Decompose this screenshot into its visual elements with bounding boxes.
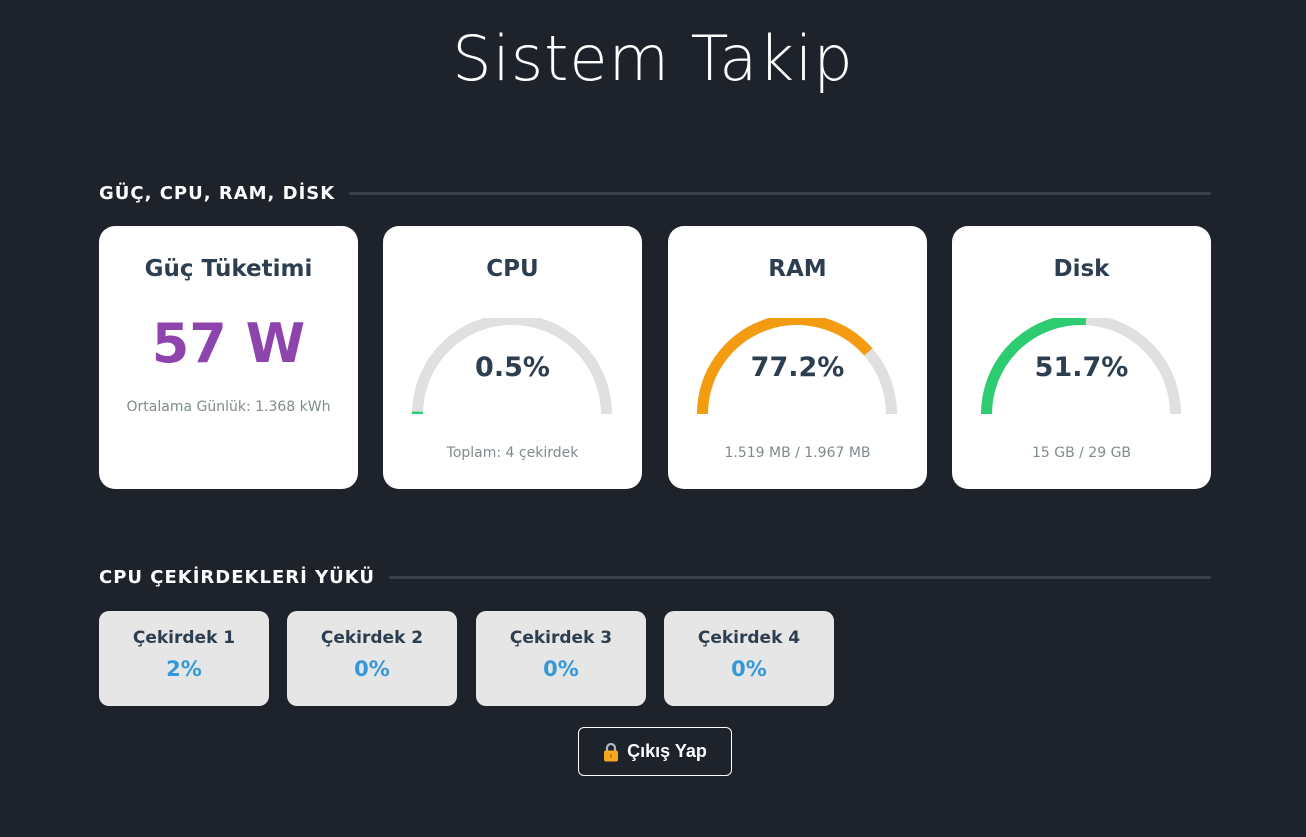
core-name: Çekirdek 1	[132, 628, 236, 648]
cpu-core-total: Toplam: 4 çekirdek	[446, 445, 579, 461]
disk-percent: 51.7%	[1034, 352, 1129, 383]
disk-card: Disk 51.7% 15 GB / 29 GB	[952, 226, 1211, 489]
core-card: Çekirdek 3 0%	[476, 611, 646, 706]
core-load: 0%	[731, 657, 767, 681]
core-name: Çekirdek 4	[697, 628, 801, 648]
page-title: Sistem Takip	[452, 22, 854, 95]
core-card: Çekirdek 1 2%	[99, 611, 269, 706]
core-name: Çekirdek 2	[320, 628, 424, 648]
section-header-cores: CPU ÇEKİRDEKLERİ YÜKÜ	[99, 565, 1211, 589]
power-card-title: Güç Tüketimi	[144, 256, 313, 282]
ram-percent: 77.2%	[750, 352, 845, 383]
cpu-gauge	[412, 318, 612, 415]
ram-usage: 1.519 MB / 1.967 MB	[724, 445, 871, 461]
section-divider	[349, 191, 1211, 195]
gauge-fill	[697, 318, 873, 415]
power-daily-average: Ortalama Günlük: 1.368 kWh	[126, 399, 331, 415]
core-load: 0%	[354, 657, 390, 681]
gauge-fill	[981, 318, 1087, 415]
core-name: Çekirdek 3	[509, 628, 613, 648]
power-value: 57 W	[151, 312, 306, 375]
section-divider	[388, 575, 1211, 579]
core-card: Çekirdek 2 0%	[287, 611, 457, 706]
disk-usage: 15 GB / 29 GB	[1031, 445, 1132, 461]
section-title: GÜÇ, CPU, RAM, DİSK	[99, 182, 336, 204]
section-header-overview: GÜÇ, CPU, RAM, DİSK	[99, 181, 1211, 205]
core-load: 2%	[166, 657, 202, 681]
gauge-track	[412, 318, 612, 415]
logout-button[interactable]: Çıkış Yap	[578, 727, 732, 776]
disk-gauge	[981, 318, 1181, 415]
ram-gauge	[697, 318, 897, 415]
lock-icon	[603, 742, 619, 762]
power-card: Güç Tüketimi 57 W Ortalama Günlük: 1.368…	[99, 226, 358, 489]
core-card: Çekirdek 4 0%	[664, 611, 834, 706]
cpu-card: CPU 0.5% Toplam: 4 çekirdek	[383, 226, 642, 489]
cpu-card-title: CPU	[486, 256, 539, 282]
ram-card: RAM 77.2% 1.519 MB / 1.967 MB	[668, 226, 927, 489]
section-title: CPU ÇEKİRDEKLERİ YÜKÜ	[99, 566, 375, 588]
ram-card-title: RAM	[768, 256, 827, 282]
core-load: 0%	[543, 657, 579, 681]
disk-card-title: Disk	[1053, 256, 1110, 282]
cpu-percent: 0.5%	[475, 352, 550, 383]
logout-label: Çıkış Yap	[627, 741, 707, 761]
